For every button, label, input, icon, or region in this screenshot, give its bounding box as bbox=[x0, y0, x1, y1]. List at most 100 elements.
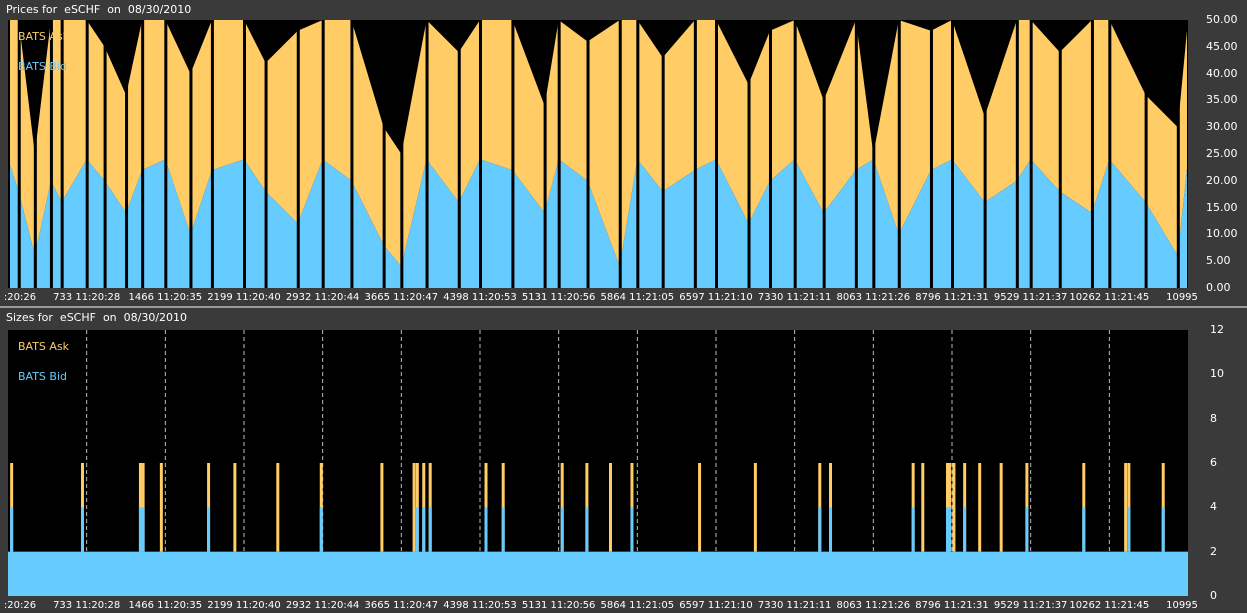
y-tick-label: 30.00 bbox=[1206, 120, 1238, 134]
ask-size-bar bbox=[921, 463, 925, 552]
quote-gap-mark bbox=[1108, 20, 1112, 288]
ask-size-bar bbox=[753, 463, 757, 552]
x-tick-label: 1466 11:20:35 bbox=[128, 292, 203, 303]
x-tick-label: 5864 11:21:05 bbox=[600, 600, 675, 611]
x-tick-label: 10262 11:21:45 bbox=[1069, 292, 1150, 303]
x-tick-label: 10995 bbox=[1166, 600, 1198, 611]
quote-gap-mark bbox=[951, 20, 954, 288]
y-tick-label: 50.00 bbox=[1206, 13, 1238, 26]
x-tick-label: 3665 11:20:47 bbox=[364, 600, 439, 611]
bid-size-bar bbox=[141, 507, 145, 552]
quote-gap-mark bbox=[243, 20, 246, 288]
quote-gap-mark bbox=[661, 20, 665, 288]
x-tick-label: 5131 11:20:56 bbox=[521, 600, 596, 611]
y-tick-label: 15.00 bbox=[1206, 200, 1238, 214]
x-tick-label: 733 11:20:28 bbox=[53, 292, 121, 303]
sizes-legend-ask: BATS Ask bbox=[18, 340, 70, 353]
ask-size-bar bbox=[952, 463, 956, 552]
quote-gap-mark bbox=[929, 20, 933, 288]
sizes-legend-bid: BATS Bid bbox=[18, 370, 68, 383]
bid-size-bar bbox=[484, 507, 488, 552]
quote-gap-mark bbox=[543, 20, 547, 288]
x-tick-label: 3665 11:20:47 bbox=[364, 292, 439, 303]
panel-divider[interactable] bbox=[0, 306, 1247, 308]
bid-size-bar bbox=[138, 507, 142, 552]
ask-size-bar bbox=[818, 463, 822, 552]
bid-size-bar bbox=[1127, 507, 1131, 552]
y-tick-label: 20.00 bbox=[1206, 173, 1238, 187]
quote-gap-mark bbox=[350, 20, 354, 288]
x-tick-label: 733 11:20:28 bbox=[53, 600, 121, 611]
bid-size-bar bbox=[630, 507, 634, 552]
x-tick-label: 2932 11:20:44 bbox=[285, 292, 360, 303]
prices-plot-area[interactable]: BATS Ask BATS Bid bbox=[8, 20, 1188, 288]
quote-gap-mark bbox=[17, 20, 21, 288]
y-tick-label: 10.00 bbox=[1206, 227, 1238, 241]
bid-size-bar bbox=[80, 507, 84, 552]
y-tick-label: 35.00 bbox=[1206, 93, 1238, 107]
ask-size-bar bbox=[945, 463, 949, 552]
quote-gap-mark bbox=[1029, 20, 1033, 288]
ask-size-bar bbox=[380, 463, 384, 552]
quote-gap-mark bbox=[189, 20, 193, 288]
bid-size-bar bbox=[911, 507, 915, 552]
quote-gap-mark bbox=[793, 20, 797, 288]
quote-gap-mark bbox=[511, 20, 515, 288]
ask-size-bar bbox=[978, 463, 982, 552]
bid-size-bar bbox=[428, 507, 432, 552]
quote-gap-mark bbox=[33, 20, 37, 288]
sizes-plot-area[interactable]: BATS Ask BATS Bid bbox=[8, 330, 1188, 596]
x-tick-label: 7330 11:21:11 bbox=[757, 292, 832, 303]
ask-size-bar bbox=[233, 463, 237, 552]
bid-size-bar bbox=[10, 507, 14, 552]
prices-legend-bid: BATS Bid bbox=[18, 60, 68, 73]
bid-size-bar bbox=[501, 507, 505, 552]
bid-size-bar bbox=[207, 507, 211, 552]
quote-gap-mark bbox=[425, 20, 429, 288]
prices-chart-svg bbox=[8, 20, 1188, 288]
quote-gap-mark bbox=[636, 20, 640, 288]
quote-gap-mark bbox=[321, 20, 325, 288]
ask-size-bar bbox=[138, 463, 142, 552]
ask-size-bar bbox=[609, 463, 613, 552]
x-tick-label: 2199 11:20:40 bbox=[207, 292, 281, 303]
quote-gap-mark bbox=[296, 20, 300, 288]
x-tick-label: 4398 11:20:53 bbox=[443, 292, 517, 303]
x-tick-label: 6597 11:21:10 bbox=[679, 292, 753, 303]
x-tick-label: 6597 11:21:10 bbox=[679, 600, 753, 611]
ask-size-bar bbox=[80, 463, 84, 552]
ask-size-bar bbox=[829, 463, 833, 552]
quote-gap-mark bbox=[85, 20, 89, 288]
bid-size-bar bbox=[560, 507, 564, 552]
y-tick-label: 40.00 bbox=[1206, 66, 1238, 80]
quote-gap-mark bbox=[382, 20, 386, 288]
x-tick-label: 4398 11:20:53 bbox=[443, 600, 517, 611]
x-tick-label: 8063 11:21:26 bbox=[836, 292, 911, 303]
quote-gap-mark bbox=[1176, 20, 1180, 288]
ask-size-bar bbox=[1025, 463, 1029, 552]
x-tick-label: 1466 11:20:35 bbox=[128, 600, 203, 611]
quote-gap-mark bbox=[1058, 20, 1062, 288]
bid-size-baseline-bar bbox=[8, 551, 1188, 596]
ask-size-bar bbox=[10, 463, 14, 552]
bid-size-bar bbox=[585, 507, 589, 552]
ask-size-bar bbox=[207, 463, 211, 552]
sizes-panel-title: Sizes for eSCHF on 08/30/2010 bbox=[6, 311, 188, 324]
quote-gap-mark bbox=[983, 20, 987, 288]
ask-size-bar bbox=[319, 463, 323, 552]
sizes-chart-svg bbox=[8, 330, 1188, 596]
x-tick-label: 5864 11:21:05 bbox=[600, 292, 675, 303]
quote-gap-mark bbox=[1144, 20, 1148, 288]
quote-gap-mark bbox=[1015, 20, 1019, 288]
bid-size-bar bbox=[963, 507, 967, 552]
bid-size-bar bbox=[415, 507, 419, 552]
quote-gap-mark bbox=[125, 20, 129, 288]
quote-gap-mark bbox=[264, 20, 268, 288]
bid-size-bar bbox=[829, 507, 833, 552]
x-tick-label: 8796 11:21:31 bbox=[915, 292, 989, 303]
ask-size-bar bbox=[415, 463, 419, 552]
y-tick-label: 25.00 bbox=[1206, 147, 1238, 160]
ask-size-bar bbox=[1124, 463, 1128, 552]
ask-size-bar bbox=[963, 463, 967, 552]
quote-gap-mark bbox=[1187, 20, 1188, 288]
